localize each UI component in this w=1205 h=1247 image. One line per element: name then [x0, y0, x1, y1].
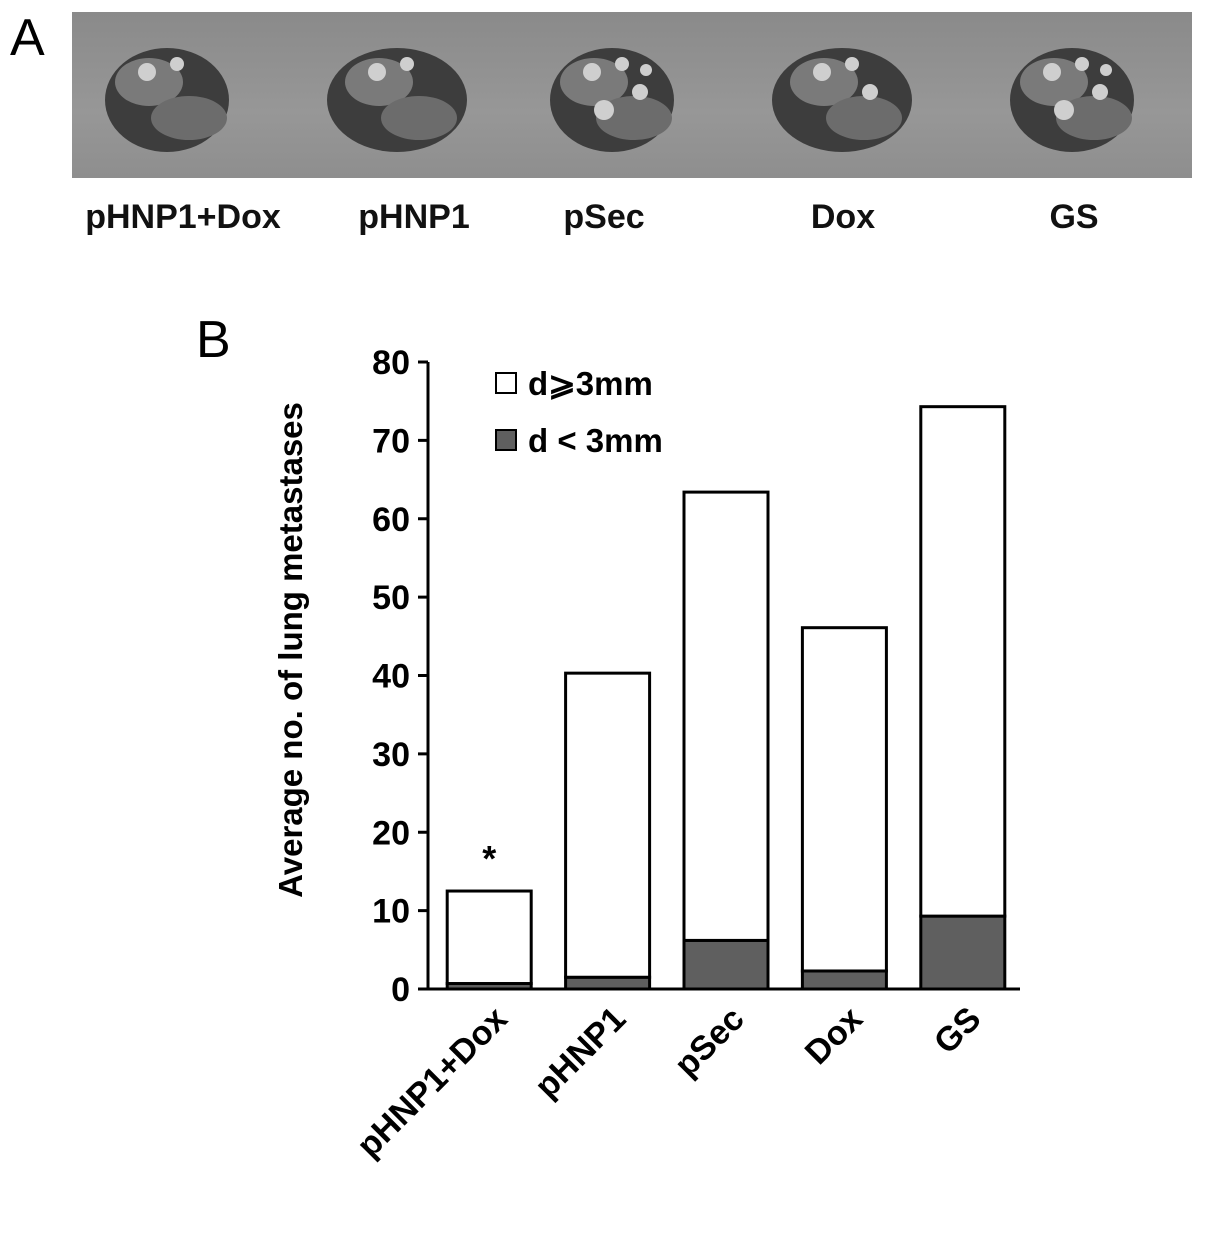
photo-label-phnp1: pHNP1 — [358, 198, 470, 236]
legend-label-large: d⩾3mm — [528, 365, 653, 402]
bar-gs-small — [919, 914, 1007, 991]
lung-lobe-shape — [115, 58, 183, 106]
metastasis-nodule — [632, 84, 648, 100]
y-tick-label: 20 — [372, 814, 410, 852]
metastasis-nodule — [1075, 57, 1089, 71]
bar-phnp1-dox-small — [445, 982, 533, 991]
photo-label-gs: GS — [1049, 198, 1099, 236]
y-tick-label: 50 — [372, 579, 410, 617]
x-tick-label: pHNP1+Dox — [350, 1000, 515, 1165]
y-tick-label: 40 — [372, 658, 410, 696]
metastasis-nodule — [862, 84, 878, 100]
x-tick-label: Dox — [798, 1000, 870, 1072]
lung-lobe-shape — [596, 96, 672, 140]
metastasis-nodule — [1043, 63, 1061, 81]
lung-lobe-shape — [345, 58, 413, 106]
y-tick-label: 60 — [372, 501, 410, 539]
panel-b-letter: B — [196, 311, 231, 369]
metastasis-nodule — [138, 63, 156, 81]
lung-lobe-shape — [1056, 96, 1132, 140]
lung-lobe-shape — [381, 96, 457, 140]
x-tick-label: pHNP1 — [528, 1000, 634, 1106]
y-axis-label: Average no. of lung metastases — [272, 402, 309, 898]
legend-swatch-small — [495, 429, 517, 451]
lung-photo-image — [105, 48, 1134, 152]
lung-specimen-psec — [550, 48, 674, 152]
metastasis-nodule — [583, 63, 601, 81]
metastasis-nodule — [813, 63, 831, 81]
lung-photo — [72, 12, 1192, 178]
bar-dox-small — [800, 969, 888, 991]
metastasis-nodule — [170, 57, 184, 71]
bar-phnp1-large — [564, 671, 652, 979]
lung-specimen-gs — [1010, 48, 1134, 152]
metastasis-nodule — [1100, 64, 1112, 76]
legend-swatch-large — [495, 372, 517, 394]
metastasis-nodule — [368, 63, 386, 81]
photo-label-psec: pSec — [563, 198, 645, 236]
y-tick-label: 0 — [391, 971, 410, 1009]
photo-label-phnp1-dox: pHNP1+Dox — [85, 198, 281, 236]
metastasis-nodule — [400, 57, 414, 71]
photo-label-dox: Dox — [810, 198, 876, 236]
lung-lobe-shape — [790, 58, 858, 106]
lung-specimen-dox — [772, 48, 912, 152]
bar-phnp1-dox-large — [445, 889, 533, 986]
bar-psec-small — [682, 938, 770, 991]
metastasis-nodule — [640, 64, 652, 76]
legend-label-small: d < 3mm — [528, 422, 663, 459]
bar-dox-large — [800, 626, 888, 973]
y-tick-label: 70 — [372, 422, 410, 460]
metastasis-nodule — [1092, 84, 1108, 100]
bar-gs-large — [919, 405, 1007, 918]
metastasis-nodule — [1054, 100, 1074, 120]
lung-specimen-phnp1-dox — [105, 48, 229, 152]
metastasis-nodule — [845, 57, 859, 71]
x-tick-label: GS — [927, 1000, 989, 1062]
y-tick-label: 10 — [372, 893, 410, 931]
lung-specimen-phnp1 — [327, 48, 467, 152]
metastasis-nodule — [615, 57, 629, 71]
lung-lobe-shape — [560, 58, 628, 106]
bar-psec-large — [682, 490, 770, 942]
y-tick-label: 80 — [372, 344, 410, 382]
lung-lobe-shape — [826, 96, 902, 140]
x-tick-label: pSec — [667, 1000, 751, 1084]
bar-phnp1-small — [564, 975, 652, 991]
y-tick-label: 30 — [372, 736, 410, 774]
metastasis-nodule — [594, 100, 614, 120]
significance-marker: * — [482, 838, 496, 879]
lung-lobe-shape — [1020, 58, 1088, 106]
panel-a-letter: A — [10, 9, 45, 67]
lung-lobe-shape — [151, 96, 227, 140]
